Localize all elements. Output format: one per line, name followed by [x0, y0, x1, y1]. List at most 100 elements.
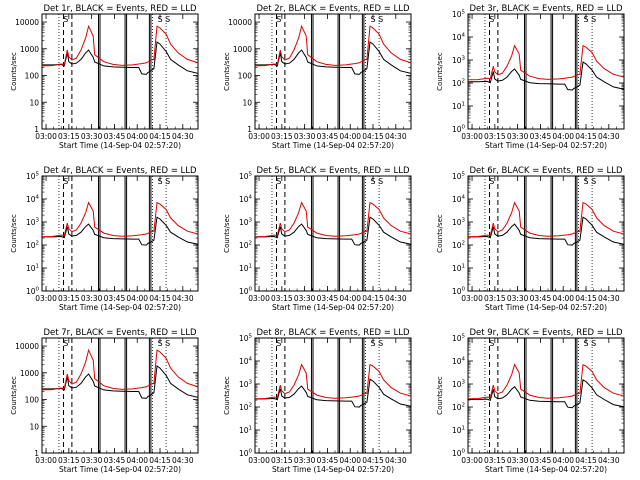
- chart-panel: Det 9r, BLACK = Events, RED = LLD1001011…: [436, 328, 625, 474]
- y-tick-label: 1000: [233, 45, 252, 54]
- y-tick-exponent: 0: [249, 449, 253, 455]
- saa-marker-label: S: [276, 339, 281, 348]
- y-tick-label: 104: [452, 195, 466, 205]
- plot-frame: [41, 13, 199, 130]
- x-tick-label: 03:15: [58, 294, 80, 303]
- chart-panel: Det 3r, BLACK = Events, RED = LLD 100 1011…: [436, 4, 625, 150]
- x-tick-label: 03:45: [530, 132, 552, 141]
- chart-title: Det 1r, BLACK = Events, RED = LLD: [43, 4, 197, 14]
- chart-panel: Det 8r, BLACK = Events, RED = LLD1001011…: [223, 328, 412, 474]
- x-tick-label: 04:00: [552, 132, 574, 141]
- x-tick-label: 03:45: [317, 132, 339, 141]
- x-tick-label: 04:30: [598, 132, 620, 141]
- y-tick-label: 105: [239, 172, 253, 182]
- x-tick-label: 03:30: [81, 132, 103, 141]
- y-tick-label: 104: [239, 357, 253, 367]
- y-tick-exponent: 4: [462, 195, 466, 201]
- saa-marker-label: S: [157, 339, 162, 348]
- saa-marker-label: S: [489, 177, 494, 186]
- chart-title: Det 3r, BLACK = Events, RED = LLD: [469, 4, 623, 14]
- chart-title: Det 8r, BLACK = Events, RED = LLD: [256, 328, 410, 338]
- x-tick-label: 03:45: [104, 132, 126, 141]
- y-tick-label: 101: [26, 264, 39, 274]
- x-axis-label: Start Time (14-Sep-04 02:57:20): [59, 303, 181, 312]
- x-tick-label: 04:15: [149, 456, 171, 465]
- y-tick-label: 103: [452, 218, 466, 228]
- saa-marker-label: S: [63, 15, 68, 24]
- y-axis-label: Counts/sec: [10, 52, 18, 91]
- saa-marker-label: S: [165, 15, 170, 24]
- x-tick-label: 04:15: [575, 294, 597, 303]
- x-tick-label: 03:00: [35, 132, 57, 141]
- x-tick-label: 03:00: [461, 456, 483, 465]
- y-tick-label: 102: [239, 241, 252, 251]
- y-tick-label: 103: [239, 380, 253, 390]
- x-tick-label: 04:15: [149, 294, 171, 303]
- y-tick-label: 101: [452, 102, 465, 112]
- y-axis-label: Counts/sec: [223, 52, 231, 91]
- y-tick-exponent: 5: [462, 10, 466, 16]
- y-tick-label: 10: [29, 422, 39, 431]
- x-tick-label: 03:30: [81, 294, 103, 303]
- y-tick-exponent: 3: [249, 380, 253, 386]
- y-tick-label: 1000: [20, 45, 39, 54]
- x-tick-label: 03:00: [461, 132, 483, 141]
- y-tick-label: 102: [239, 403, 252, 413]
- lld-series-line: [42, 348, 198, 391]
- x-axis-label: Start Time (14-Sep-04 02:57:20): [485, 465, 607, 474]
- y-tick-label: 105: [26, 172, 40, 182]
- y-tick-exponent: 2: [249, 241, 253, 247]
- y-tick-label: 10000: [15, 18, 39, 27]
- y-tick-label: 100: [239, 287, 253, 297]
- saa-marker-label: S: [378, 339, 383, 348]
- saa-marker-label: S: [276, 177, 281, 186]
- y-tick-exponent: 3: [249, 218, 253, 224]
- x-axis-label: Start Time (14-Sep-04 02:57:20): [485, 141, 607, 150]
- y-tick-exponent: 1: [462, 426, 466, 432]
- y-axis-label: Counts/sec: [436, 52, 444, 91]
- y-tick-label: 1: [34, 449, 39, 458]
- lld-series-line: [255, 24, 411, 67]
- saa-marker-label: S: [370, 339, 375, 348]
- y-tick-label: 103: [239, 218, 253, 228]
- x-tick-label: 04:15: [575, 456, 597, 465]
- y-tick-label: 100: [452, 125, 466, 135]
- x-tick-label: 04:00: [126, 456, 148, 465]
- x-tick-label: 03:00: [248, 456, 270, 465]
- chart-title: Det 9r, BLACK = Events, RED = LLD: [469, 328, 623, 338]
- y-tick-exponent: 4: [36, 195, 40, 201]
- lld-series-line: [42, 201, 198, 238]
- y-tick-exponent: 5: [36, 172, 40, 178]
- x-tick-label: 03:15: [484, 456, 506, 465]
- y-tick-exponent: 1: [462, 102, 466, 108]
- y-tick-label: 102: [26, 241, 39, 251]
- saa-marker-label: S: [63, 177, 68, 186]
- saa-marker-label: S: [165, 177, 170, 186]
- y-tick-label: 101: [239, 264, 252, 274]
- plot-frame: [41, 337, 199, 454]
- x-tick-label: 04:15: [362, 132, 384, 141]
- y-tick-exponent: 1: [249, 264, 253, 270]
- x-tick-label: 03:45: [317, 294, 339, 303]
- x-axis-label: Start Time (14-Sep-04 02:57:20): [272, 141, 394, 150]
- x-tick-label: 03:00: [35, 294, 57, 303]
- x-tick-label: 04:30: [385, 456, 407, 465]
- y-tick-exponent: 3: [36, 218, 40, 224]
- x-tick-label: 04:00: [339, 294, 361, 303]
- y-tick-label: 1: [34, 125, 39, 134]
- events-series-line: [255, 378, 411, 408]
- events-series-line: [468, 378, 624, 409]
- x-tick-label: 04:30: [385, 132, 407, 141]
- events-series-line: [255, 216, 411, 246]
- y-tick-label: 100: [25, 72, 40, 81]
- y-tick-exponent: 0: [36, 287, 40, 293]
- y-axis-label: Counts/sec: [10, 214, 18, 253]
- saa-marker-label: S: [157, 177, 162, 186]
- x-tick-label: 04:00: [552, 456, 574, 465]
- x-tick-label: 03:45: [104, 456, 126, 465]
- y-tick-label: 105: [239, 334, 253, 344]
- x-tick-label: 03:15: [58, 132, 80, 141]
- chart-title: Det 6r, BLACK = Events, RED = LLD: [469, 166, 623, 176]
- events-series-line: [255, 41, 411, 75]
